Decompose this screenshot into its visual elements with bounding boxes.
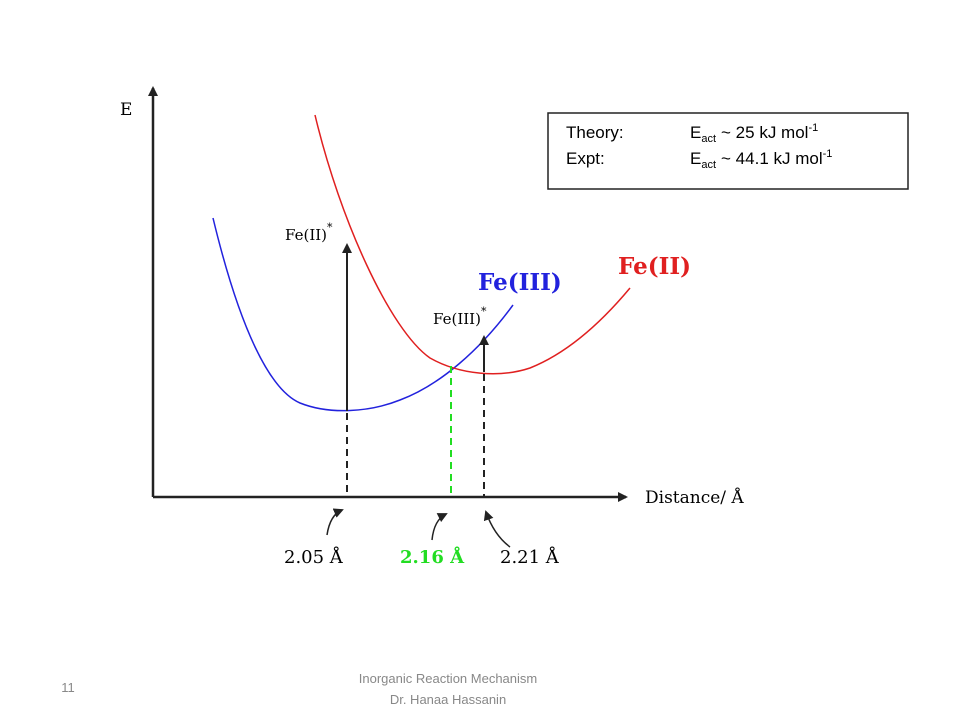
y-axis-label: E xyxy=(120,100,132,120)
curve-label: Fe(III) xyxy=(478,269,562,296)
row-superscript: -1 xyxy=(823,148,833,160)
distance-label: 2.05 Å xyxy=(284,546,344,568)
transition-label: Fe(III)* xyxy=(433,305,487,328)
distance-label: 2.16 Å xyxy=(400,545,465,568)
transition-text: Fe(II) xyxy=(285,226,327,244)
pointer xyxy=(483,510,511,548)
x-axis-label: Distance/ Å xyxy=(645,487,744,508)
pointer xyxy=(326,508,344,536)
row-symbol: E xyxy=(690,123,701,142)
footer-line: Dr. Hanaa Hassanin xyxy=(390,692,506,707)
row-superscript: -1 xyxy=(808,122,818,134)
row-subscript: act xyxy=(701,133,716,145)
curve-label: Fe(II) xyxy=(618,253,691,280)
row-label: Expt: xyxy=(566,149,605,168)
page-number: 11 xyxy=(61,680,75,695)
row-value: Eact ~ 25 kJ mol-1 xyxy=(690,122,818,145)
distance-label: 2.21 Å xyxy=(500,546,560,568)
row-symbol: E xyxy=(690,149,701,168)
fe3-curve xyxy=(212,217,514,412)
transition-text: Fe(III) xyxy=(433,310,481,328)
pointer xyxy=(431,513,448,541)
transition-label: Fe(II)* xyxy=(285,221,333,244)
transition-sup: * xyxy=(327,221,333,234)
transition-sup: * xyxy=(481,305,487,318)
row-text: ~ 25 kJ mol xyxy=(721,123,808,142)
footer-line: Inorganic Reaction Mechanism xyxy=(359,671,537,686)
info-box xyxy=(547,112,909,190)
row-subscript: act xyxy=(701,159,716,171)
row-text: ~ 44.1 kJ mol xyxy=(721,149,823,168)
row-value: Eact ~ 44.1 kJ mol-1 xyxy=(690,148,832,171)
fe2-curve xyxy=(314,114,631,375)
row-label: Theory: xyxy=(566,123,624,142)
